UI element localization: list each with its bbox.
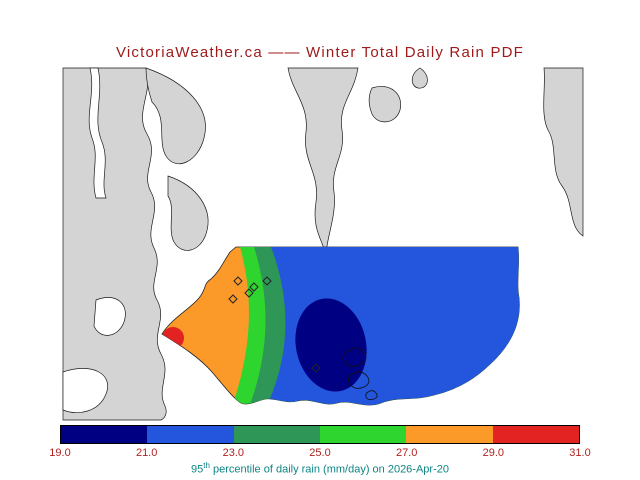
water-shape-left-mass [62,67,167,421]
colorbar-tick-label: 23.0 [222,447,245,459]
caption-superscript: th [203,461,210,470]
station-marker-diamond [233,276,243,286]
contour-band-19-21 [295,298,367,392]
water-shape-top-small [411,67,428,89]
colorbar-segment [492,426,579,443]
station-marker-diamond [262,276,272,286]
colorbar-tick-label: 19.0 [49,447,71,459]
contour-band-29-31 [162,327,184,349]
island-outline [365,390,378,401]
colorbar-tick-label: 21.0 [135,447,158,459]
land-channel-bottom-left [62,368,108,413]
colorbar-tick-label: 27.0 [395,447,418,459]
colorbar-ticks: 19.0 21.0 23.0 25.0 27.0 29.0 31.0 [0,447,640,461]
colorbar [60,425,580,444]
station-marker-diamond [244,288,254,298]
station-marker-diamond [228,294,238,304]
island-outline [348,371,370,389]
island-outline [342,347,367,367]
water-shape-peninsula-b [167,175,209,251]
colorbar-tick-label: 31.0 [569,447,591,459]
colorbar-tick-label: 25.0 [309,447,331,459]
water-shape-patch [368,86,402,123]
land-channels [62,67,126,413]
colorbar-tick-label: 29.0 [482,447,505,459]
station-marker-diamond [249,282,259,292]
colorbar-segment [233,426,320,443]
water-shape-inlet [287,67,359,255]
caption-number: 95 [191,463,204,476]
page-title: VictoriaWeather.ca —— Winter Total Daily… [115,44,525,61]
water-shape-peninsula-a [145,67,206,165]
water-shapes [62,67,584,421]
land-channel-mid-left [93,297,126,336]
colorbar-segment [319,426,407,443]
water-shape-right-strip [543,67,584,237]
colorbar-segment [406,426,493,443]
caption-text: percentile of daily rain (mm/day) on 202… [209,463,449,476]
land-channel-upper-left [88,67,107,199]
colorbar-segment [61,426,148,443]
station-marker-diamond [311,363,321,373]
contour-field [161,246,520,406]
colorbar-segment [147,426,234,443]
station-markers [228,276,321,373]
island-outlines [342,347,378,401]
colorbar-caption: 95th percentile of daily rain (mm/day) o… [0,461,640,476]
